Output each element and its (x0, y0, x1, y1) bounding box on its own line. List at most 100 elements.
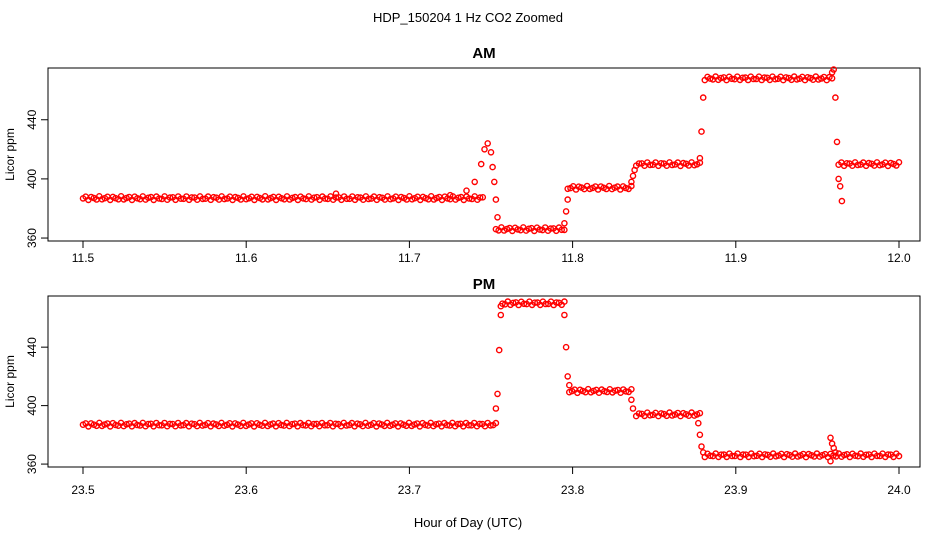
data-point (841, 451, 848, 459)
data-point (477, 160, 485, 168)
data-point (562, 208, 570, 215)
data-point (446, 191, 454, 199)
data-point (199, 422, 206, 429)
data-point (862, 451, 870, 459)
data-point (750, 75, 757, 83)
data-point (629, 172, 637, 180)
data-point (707, 452, 714, 460)
x-axis: 23.5 23.6 23.7 23.8 23.9 24.0 (71, 466, 911, 497)
y-tick-label: 400 (25, 395, 39, 415)
data-point (277, 421, 285, 429)
data-point (155, 421, 163, 429)
data-point (832, 94, 839, 101)
y-axis-label: Licor ppm (3, 355, 17, 408)
data-point (558, 226, 566, 234)
data-point (332, 420, 339, 428)
x-tick-label: 23.7 (398, 483, 422, 497)
data-point (827, 457, 834, 465)
data-point (299, 421, 307, 429)
data-point (668, 161, 676, 169)
data-point (828, 75, 836, 82)
y-tick-label: 440 (25, 337, 39, 357)
data-point (561, 226, 568, 234)
data-point (782, 74, 790, 81)
y-tick-label: 440 (25, 109, 39, 129)
y-axis-label: Licor ppm (3, 128, 17, 181)
data-point (696, 159, 704, 166)
data-point (479, 193, 487, 201)
data-point (865, 159, 873, 167)
data-point (895, 452, 903, 460)
data-point (696, 431, 704, 439)
plot-frame (47, 67, 921, 242)
data-point (289, 194, 296, 202)
data-point (851, 452, 859, 460)
data-point (646, 411, 654, 419)
data-point (443, 421, 451, 429)
data-point (895, 158, 903, 166)
data-point (463, 187, 470, 194)
data-point (210, 193, 217, 201)
data-point (299, 195, 307, 202)
data-point (833, 138, 841, 146)
x-tick-label: 23.5 (71, 483, 95, 497)
data-point (343, 422, 350, 429)
data-point (843, 159, 851, 167)
data-point (566, 381, 573, 389)
data-point (455, 194, 462, 202)
data-point (188, 420, 195, 428)
data-point (354, 193, 362, 201)
data-point (144, 420, 152, 428)
data-point (838, 197, 846, 205)
x-tick-label: 11.7 (398, 251, 421, 265)
data-point (321, 421, 329, 429)
data-point (750, 452, 758, 460)
data-point (611, 387, 619, 395)
data-point (199, 195, 206, 203)
data-point (155, 195, 163, 202)
data-point (635, 160, 643, 167)
data-point (562, 343, 570, 351)
data-point (553, 299, 560, 306)
data-point (657, 159, 665, 167)
data-point (471, 178, 479, 186)
data-point (497, 311, 505, 319)
data-point (832, 449, 839, 456)
data-point (465, 195, 473, 202)
y-axis: 360 400 440 Licor ppm (3, 337, 48, 474)
data-point (432, 420, 440, 428)
data-point (481, 145, 488, 153)
data-point (631, 166, 638, 174)
data-point (465, 421, 473, 429)
y-axis: 360 400 440 Licor ppm (3, 109, 48, 248)
data-point (564, 196, 572, 203)
data-point (635, 410, 643, 417)
data-point (699, 94, 707, 101)
data-point (166, 194, 174, 201)
data-point (144, 194, 152, 202)
data-point (177, 195, 185, 202)
x-tick-label: 23.9 (724, 483, 748, 497)
plot-frame (47, 295, 921, 468)
data-point (490, 178, 498, 186)
data-point (696, 154, 704, 162)
data-point (332, 194, 340, 201)
x-tick-label: 11.9 (725, 251, 748, 265)
data-point (830, 66, 838, 73)
data-point (343, 195, 351, 203)
data-point (188, 194, 196, 201)
data-point (628, 178, 635, 186)
data-point (133, 421, 141, 429)
y-tick-label: 360 (25, 228, 39, 248)
data-point (717, 451, 725, 459)
x-axis-label: Hour of Day (UTC) (414, 515, 522, 530)
data-point (739, 74, 747, 82)
data-point (622, 388, 630, 395)
data-point (177, 422, 185, 429)
data-point (454, 420, 462, 428)
data-point (376, 193, 383, 201)
data-point (495, 346, 503, 354)
data-point (628, 396, 635, 404)
x-axis: 11.5 11.6 11.7 11.8 11.9 12.0 (72, 240, 911, 265)
